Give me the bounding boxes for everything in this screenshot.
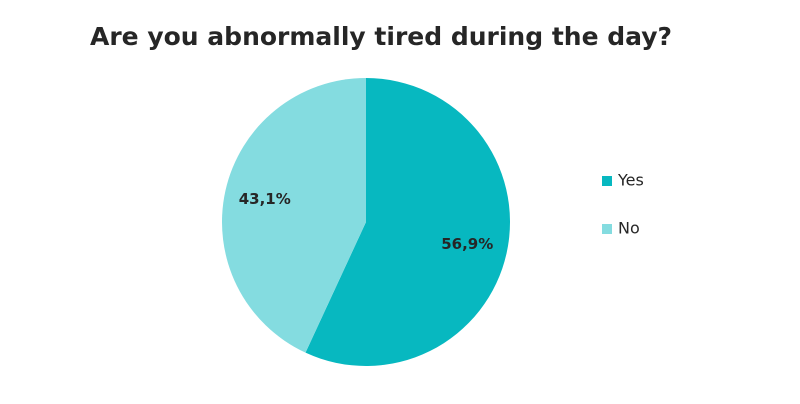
legend-swatch [602, 176, 612, 186]
legend-swatch [602, 224, 612, 234]
chart-title: Are you abnormally tired during the day? [90, 22, 672, 51]
legend-label: Yes [617, 171, 644, 190]
pie-slice [222, 78, 366, 353]
data-label: 56,9% [441, 235, 493, 253]
data-label: 43,1% [239, 190, 291, 208]
pie-slice [305, 78, 511, 366]
legend-label: No [618, 219, 640, 238]
